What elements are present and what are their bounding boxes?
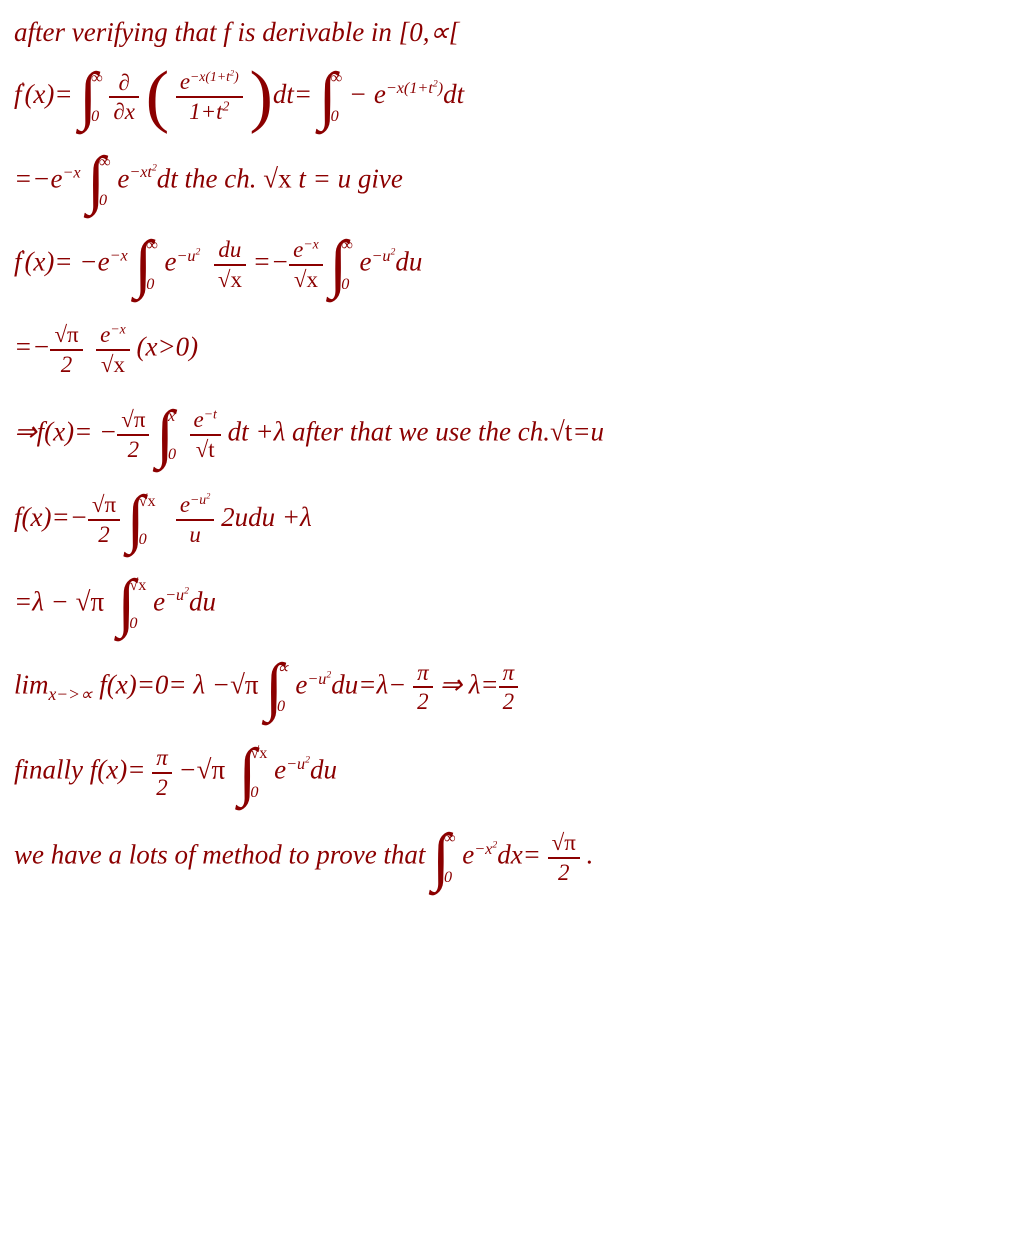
line-2: f'(x)= ∫∞0 ∂∂x ( e−x(1+t2)1+t2 )dt= ∫∞0 … bbox=[14, 54, 1008, 139]
line-5: =−√π2 e−x√x (x>0) bbox=[14, 307, 1008, 392]
line-11: we have a lots of method to prove that ∫… bbox=[14, 815, 1008, 900]
line-7: f(x)=−√π2 ∫√x0 e−u2u 2udu +λ bbox=[14, 477, 1008, 562]
integral-icon: ∫√x0 bbox=[127, 493, 156, 547]
line-10: finally f(x)= π2 −√π ∫√x0 e−u2du bbox=[14, 730, 1008, 815]
integral-icon: ∫√x0 bbox=[118, 577, 147, 631]
line-4: f'(x)= −e−x ∫∞0 e−u2 du√x =−e−x√x ∫∞0 e−… bbox=[14, 222, 1008, 307]
line-6: ⇒f(x)= −√π2 ∫x0 e−t√t dt +λ after that w… bbox=[14, 392, 1008, 477]
line-1: after verifying that f is derivable in [… bbox=[14, 10, 1008, 54]
integral-icon: ∫∝0 bbox=[265, 660, 288, 714]
line-3: =−e−x ∫∞0 e−xt2dt the ch. √x t = u give bbox=[14, 140, 1008, 222]
line-8: =λ − √π ∫√x0 e−u2du bbox=[14, 563, 1008, 645]
integral-icon: ∫x0 bbox=[156, 408, 176, 462]
integral-icon: ∫∞0 bbox=[329, 237, 352, 291]
integral-icon: ∫√x0 bbox=[239, 745, 268, 799]
line-9: limx−>∝ f(x)=0= λ −√π ∫∝0 e−u2du=λ− π2 ⇒… bbox=[14, 645, 1008, 730]
integral-icon: ∫∞0 bbox=[79, 70, 102, 124]
integral-icon: ∫∞0 bbox=[87, 154, 110, 208]
integral-icon: ∫∞0 bbox=[319, 70, 342, 124]
math-document: after verifying that f is derivable in [… bbox=[0, 0, 1022, 1234]
integral-icon: ∫∞0 bbox=[134, 237, 157, 291]
integral-icon: ∫∞0 bbox=[432, 830, 455, 884]
